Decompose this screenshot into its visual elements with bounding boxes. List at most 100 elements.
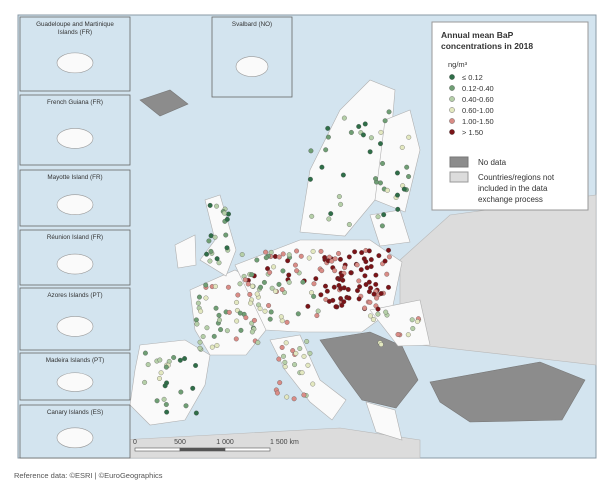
station-dot <box>183 403 189 409</box>
station-dot <box>292 362 298 368</box>
station-dot <box>371 291 377 297</box>
station-dot <box>405 332 411 338</box>
legend-label: 0.12-0.40 <box>462 84 494 93</box>
legend-title: concentrations in 2018 <box>441 41 533 51</box>
station-dot <box>367 299 373 305</box>
station-dot <box>382 118 388 124</box>
station-dot <box>280 251 286 257</box>
station-dot <box>292 262 298 268</box>
station-dot <box>318 292 324 298</box>
inset-label: Madeira Islands (PT) <box>46 357 104 364</box>
station-dot <box>207 202 213 208</box>
station-dot <box>200 334 206 340</box>
station-dot <box>248 300 253 306</box>
station-dot <box>366 279 372 285</box>
station-dot <box>280 268 286 274</box>
station-dot <box>355 288 360 294</box>
station-dot <box>395 192 400 198</box>
station-dot <box>269 285 275 291</box>
station-dot <box>404 164 410 170</box>
station-dot <box>294 268 300 274</box>
inset-label: Mayotte Island (FR) <box>47 174 102 181</box>
station-dot <box>196 294 202 300</box>
station-dot <box>357 284 363 290</box>
footer: Reference data: ©ESRI | ©EuroGeographics <box>14 471 163 480</box>
station-dot <box>250 283 255 289</box>
station-dot <box>378 129 384 135</box>
station-dot <box>197 339 203 345</box>
station-dot <box>285 258 291 264</box>
inset-land <box>56 128 94 149</box>
station-dot <box>221 210 227 216</box>
station-dot <box>265 266 271 272</box>
station-dot <box>362 121 368 127</box>
station-dot <box>356 124 362 129</box>
legend-label: 0.60-1.00 <box>462 106 494 115</box>
station-dot <box>373 176 379 182</box>
station-dot <box>323 147 329 153</box>
station-dot <box>276 356 282 362</box>
station-dot <box>378 141 383 147</box>
station-dot <box>293 350 299 356</box>
station-dot <box>142 350 148 356</box>
station-dot <box>267 316 273 322</box>
station-dot <box>212 234 218 240</box>
station-dots <box>142 109 422 416</box>
station-dot <box>206 238 212 244</box>
station-dot <box>306 255 312 261</box>
station-dot <box>319 268 325 274</box>
station-dot <box>209 344 215 350</box>
station-dot <box>298 253 304 259</box>
station-dot <box>370 317 376 322</box>
legend-label: > 1.50 <box>462 128 483 137</box>
station-dot <box>346 295 352 301</box>
station-dot <box>268 249 274 255</box>
inset-box <box>211 16 293 98</box>
station-dot <box>382 258 388 264</box>
station-dot <box>158 370 164 376</box>
station-dot <box>223 232 229 238</box>
station-dot <box>305 303 311 309</box>
station-dot <box>381 212 387 218</box>
station-dot <box>386 254 392 260</box>
station-dot <box>358 267 364 273</box>
station-dot <box>279 345 285 350</box>
station-dot <box>182 356 188 362</box>
inset-land <box>56 427 94 449</box>
station-dot <box>171 355 177 360</box>
station-dot <box>375 306 381 312</box>
legend-dot <box>449 96 455 102</box>
station-dot <box>378 180 383 186</box>
station-dot <box>352 249 358 255</box>
station-dot <box>238 327 244 333</box>
station-dot <box>374 295 380 301</box>
station-dot <box>233 336 239 342</box>
station-dot <box>294 248 300 254</box>
station-dot <box>368 313 373 319</box>
inset-label: French Guiana (FR) <box>47 99 103 106</box>
station-dot <box>284 394 290 400</box>
station-dot <box>386 284 391 290</box>
station-dot <box>399 144 405 150</box>
station-dot <box>394 170 400 176</box>
scale-label: 1 000 <box>216 439 234 446</box>
station-dot <box>198 308 204 314</box>
station-dot <box>380 161 385 166</box>
station-dot <box>237 281 243 287</box>
scale-label: 0 <box>133 439 137 446</box>
station-dot <box>395 206 401 212</box>
station-dot <box>295 311 301 317</box>
station-dot <box>258 284 263 290</box>
station-dot <box>324 288 330 294</box>
station-dot <box>237 310 243 316</box>
station-dot <box>224 245 230 251</box>
station-dot <box>379 223 385 229</box>
station-dot <box>194 321 200 327</box>
station-dot <box>207 258 213 264</box>
station-dot <box>338 201 344 207</box>
station-dot <box>291 396 297 402</box>
station-dot <box>346 254 352 260</box>
station-dot <box>224 328 230 334</box>
station-dot <box>383 309 389 315</box>
station-dot <box>368 257 374 263</box>
